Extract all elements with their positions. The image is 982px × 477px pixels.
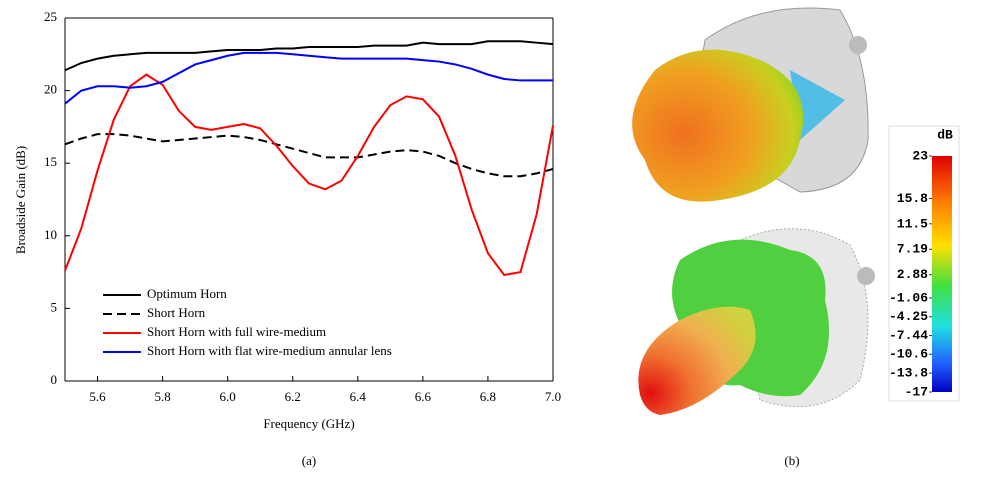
legend-label: Short Horn with full wire-medium — [147, 324, 326, 339]
x-tick-label: 6.2 — [285, 389, 301, 404]
series-line — [64, 133, 554, 178]
x-tick-label: 6.6 — [415, 389, 432, 404]
series-line — [64, 40, 554, 72]
y-axis-label: Broadside Gain (dB) — [13, 146, 28, 254]
colorbar-tick-label: -4.25 — [889, 309, 928, 324]
x-tick-label: 6.0 — [220, 389, 236, 404]
legend-label: Short Horn with flat wire-medium annular… — [147, 343, 392, 358]
line-chart: Frequency (GHz) Broadside Gain (dB) — [13, 17, 554, 431]
y-tick-label: 5 — [51, 299, 58, 314]
colorbar-tick-label: 23 — [912, 148, 928, 163]
x-tick-label: 6.8 — [480, 389, 496, 404]
x-tick-label: 5.8 — [154, 389, 170, 404]
y-tick-label: 20 — [44, 82, 57, 97]
colorbar-tick-label: -13.8 — [889, 366, 928, 381]
series-line — [64, 73, 554, 277]
y-tick-label: 0 — [51, 372, 58, 387]
legend-label: Optimum Horn — [147, 286, 227, 301]
colorbar-title: dB — [937, 127, 953, 142]
y-tick-label: 10 — [44, 227, 57, 242]
series-line — [64, 51, 553, 105]
caption: (a) — [302, 453, 316, 468]
x-tick-label: 7.0 — [545, 389, 561, 404]
colorbar-tick-label: 2.88 — [897, 267, 928, 282]
radiation-pattern-illustration — [632, 7, 875, 415]
caption: (b) — [784, 453, 799, 468]
colorbar-tick-label: 7.19 — [897, 242, 928, 257]
colorbar-tick-label: -10.6 — [889, 347, 928, 362]
x-tick-label: 6.4 — [350, 389, 367, 404]
x-axis-label: Frequency (GHz) — [263, 416, 354, 431]
colorbar-tick-label: -1.06 — [889, 290, 928, 305]
legend-label: Short Horn — [147, 305, 206, 320]
colorbar — [932, 156, 952, 392]
y-tick-label: 25 — [44, 9, 57, 24]
colorbar-tick-label: -17 — [905, 384, 928, 399]
colorbar-tick-label: 15.8 — [897, 191, 928, 206]
colorbar-tick-label: -7.44 — [889, 328, 928, 343]
colorbar-tick-label: 11.5 — [897, 216, 928, 231]
y-tick-label: 15 — [44, 154, 57, 169]
x-tick-label: 5.6 — [89, 389, 106, 404]
